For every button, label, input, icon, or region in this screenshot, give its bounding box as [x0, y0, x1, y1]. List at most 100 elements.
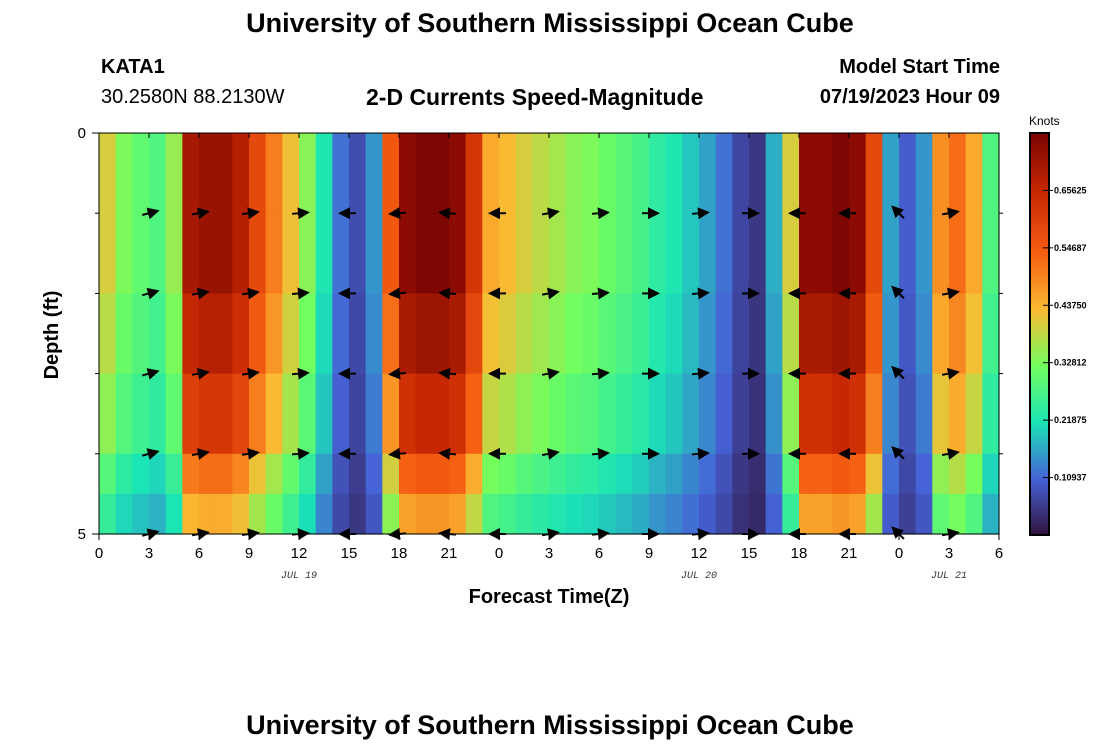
bottom-chart-title: University of Southern Mississippi Ocean… — [246, 710, 854, 740]
heatmap-cell — [232, 493, 250, 535]
heatmap-cell — [582, 493, 600, 535]
heatmap-cell — [432, 133, 450, 214]
heatmap-cell — [232, 293, 250, 375]
current-vector-arrow — [591, 447, 610, 460]
current-vector-arrow — [191, 367, 210, 380]
heatmap-cell — [765, 373, 783, 455]
current-vector-arrow — [291, 367, 310, 380]
heatmap-cell — [282, 373, 300, 455]
x-tick-label: 3 — [545, 545, 553, 562]
heatmap-cell — [365, 453, 383, 495]
heatmap-cell — [315, 453, 333, 495]
heatmap-cell — [915, 493, 933, 535]
heatmap-cell — [249, 133, 267, 214]
heatmap-cell — [549, 213, 567, 294]
heatmap-cell — [215, 213, 233, 294]
heatmap-cell — [182, 453, 200, 495]
heatmap-cell — [432, 373, 450, 455]
current-vector-arrow — [291, 287, 310, 300]
heatmap-cell — [365, 493, 383, 535]
heatmap-cell — [165, 293, 183, 375]
heatmap-cell — [799, 133, 817, 214]
heatmap-cell — [632, 213, 650, 294]
heatmap-cell — [649, 373, 667, 455]
heatmap-cell — [465, 213, 483, 294]
heatmap-cell — [415, 453, 433, 495]
heatmap-cell — [865, 373, 883, 455]
current-vector-arrow — [941, 287, 960, 300]
current-vector-arrow — [891, 285, 905, 300]
heatmap-cell — [649, 493, 667, 535]
heatmap-cell — [815, 453, 833, 495]
heatmap-cell — [232, 133, 250, 214]
heatmap-cell — [182, 373, 200, 455]
current-vector-arrow — [241, 367, 260, 380]
heatmap-cell — [349, 133, 367, 214]
current-vector-arrow — [388, 367, 407, 380]
heatmap-cell — [332, 293, 350, 375]
chart-title: University of Southern Mississippi Ocean… — [246, 8, 854, 38]
heatmap-cell — [499, 453, 517, 495]
heatmap-cell — [899, 133, 917, 214]
colorbar-gradient — [1029, 132, 1050, 536]
heatmap-cell — [549, 493, 567, 535]
heatmap-cell — [532, 293, 550, 375]
heatmap-cell — [315, 373, 333, 455]
heatmap-cell — [915, 453, 933, 495]
colorbar-tick-label: 0.43750 — [1054, 300, 1087, 310]
heatmap-cell — [915, 373, 933, 455]
current-vector-arrow — [691, 287, 710, 300]
heatmap-cell — [365, 373, 383, 455]
heatmap — [99, 133, 1000, 535]
heatmap-cell — [749, 373, 767, 455]
heatmap-cell — [782, 373, 800, 455]
heatmap-cell — [415, 293, 433, 375]
heatmap-cell — [182, 293, 200, 375]
x-tick-label: 9 — [645, 545, 653, 562]
heatmap-cell — [365, 213, 383, 294]
heatmap-cell — [365, 293, 383, 375]
heatmap-cell — [265, 373, 283, 455]
heatmap-cell — [949, 453, 967, 495]
heatmap-cell — [565, 493, 583, 535]
heatmap-cell — [899, 493, 917, 535]
heatmap-cell — [349, 213, 367, 294]
heatmap-cell — [299, 373, 317, 455]
x-tick-label: 6 — [595, 545, 603, 562]
heatmap-cell — [615, 293, 633, 375]
heatmap-cell — [482, 493, 500, 535]
heatmap-cell — [949, 133, 967, 214]
heatmap-cell — [815, 213, 833, 294]
heatmap-cell — [932, 493, 950, 535]
heatmap-cell — [799, 213, 817, 294]
heatmap-cell — [665, 213, 683, 294]
heatmap-cell — [132, 373, 150, 455]
heatmap-cell — [899, 453, 917, 495]
heatmap-cell — [532, 373, 550, 455]
heatmap-cell — [282, 133, 300, 214]
heatmap-cell — [299, 213, 317, 294]
heatmap-cell — [265, 133, 283, 214]
heatmap-cell — [382, 213, 400, 294]
heatmap-cell — [649, 213, 667, 294]
current-vector-arrow — [438, 287, 457, 300]
heatmap-cell — [649, 293, 667, 375]
heatmap-cell — [665, 453, 683, 495]
heatmap-cell — [615, 453, 633, 495]
heatmap-cell — [599, 213, 617, 294]
heatmap-cell — [349, 293, 367, 375]
heatmap-cell — [265, 213, 283, 294]
heatmap-cell — [949, 493, 967, 535]
heatmap-cell — [515, 213, 533, 294]
heatmap-cell — [849, 213, 867, 294]
heatmap-cell — [549, 373, 567, 455]
x-tick-label: 6 — [195, 545, 203, 562]
heatmap-cell — [449, 213, 467, 294]
heatmap-cell — [365, 133, 383, 214]
heatmap-cell — [932, 213, 950, 294]
heatmap-cell — [465, 373, 483, 455]
heatmap-cell — [282, 493, 300, 535]
current-vector-arrow — [891, 365, 905, 380]
heatmap-cell — [199, 453, 217, 495]
heatmap-cell — [399, 493, 417, 535]
